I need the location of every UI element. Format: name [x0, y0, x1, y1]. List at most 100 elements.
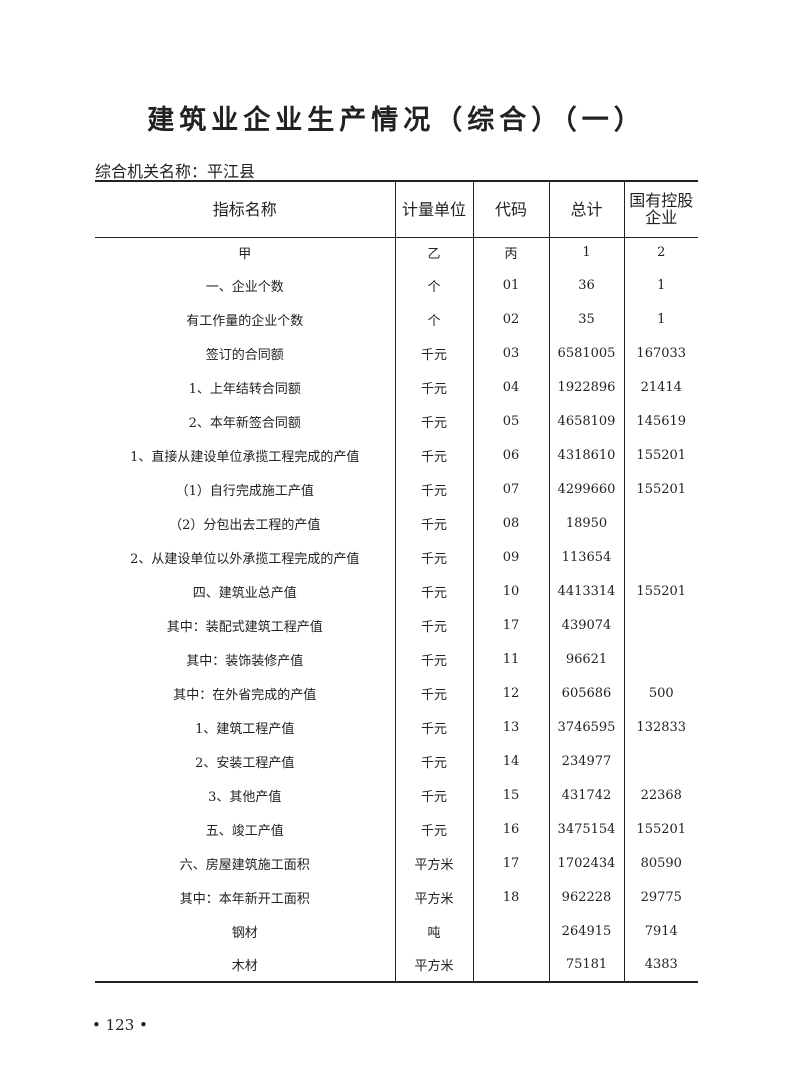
cell-total: 1702434: [548, 846, 624, 880]
cell-total: 35: [548, 302, 624, 336]
cell-indicator-name: 其中：装配式建筑工程产值: [166, 619, 323, 635]
cell-state-owned: 29775: [623, 880, 698, 914]
cell-unit: 平方米: [394, 880, 473, 914]
header-state-owned: 国有控股企业: [623, 180, 698, 238]
cell-total: 234977: [548, 744, 624, 778]
cell-code: 18: [472, 880, 549, 914]
cell-total: 36: [548, 268, 624, 302]
cell-unit: 千元: [394, 472, 473, 506]
cell-total: 3475154: [548, 812, 624, 846]
table-row: 2、安装工程产值 千元 14 234977: [95, 744, 698, 778]
cell-indicator-name: 四、建筑业总产值: [192, 585, 297, 601]
cell-indicator-name: 钢材: [231, 925, 258, 941]
cell-unit: 个: [394, 302, 473, 336]
table-row: 2、从建设单位以外承揽工程完成的产值 千元 09 113654: [95, 540, 698, 574]
cell-state-owned: 4383: [623, 948, 698, 983]
cell-code: 08: [472, 506, 549, 540]
cell-total: 4318610: [548, 438, 624, 472]
table-row: 木材 平方米 75181 4383: [95, 948, 698, 983]
cell-state-owned: [623, 608, 698, 642]
table-row: 1、直接从建设单位承揽工程完成的产值 千元 06 4318610 155201: [95, 438, 698, 472]
cell-state-owned: 2: [623, 237, 698, 268]
cell-indicator-name: 1、上年结转合同额: [188, 381, 301, 397]
page-number: • 123 •: [92, 1016, 148, 1034]
cell-code: 05: [472, 404, 549, 438]
cell-code: 17: [472, 846, 549, 880]
cell-state-owned: 80590: [623, 846, 698, 880]
cell-unit: 千元: [394, 506, 473, 540]
cell-state-owned: 21414: [623, 370, 698, 404]
table-row: 四、建筑业总产值 千元 10 4413314 155201: [95, 574, 698, 608]
cell-total: 4658109: [548, 404, 624, 438]
cell-indicator-name: 其中：本年新开工面积: [179, 891, 310, 907]
cell-total: 439074: [548, 608, 624, 642]
header-code: 代码: [472, 180, 549, 238]
cell-code: [472, 914, 549, 948]
cell-state-owned: [623, 642, 698, 676]
cell-indicator-name: 1、建筑工程产值: [195, 721, 295, 737]
cell-state-owned: 500: [623, 676, 698, 710]
cell-unit: 千元: [394, 370, 473, 404]
cell-state-owned: 145619: [623, 404, 698, 438]
cell-code: 07: [472, 472, 549, 506]
table-row: 五、竣工产值 千元 16 3475154 155201: [95, 812, 698, 846]
cell-code: 06: [472, 438, 549, 472]
cell-state-owned: 155201: [623, 574, 698, 608]
organization-label: 综合机关名称：平江县: [95, 162, 256, 181]
table-row: 签订的合同额 千元 03 6581005 167033: [95, 336, 698, 370]
cell-unit: 千元: [394, 642, 473, 676]
cell-code: 12: [472, 676, 549, 710]
cell-total: 4413314: [548, 574, 624, 608]
table-row: 钢材 吨 264915 7914: [95, 914, 698, 948]
cell-total: 1: [548, 237, 624, 268]
cell-code: 16: [472, 812, 549, 846]
header-indicator-name: 指标名称: [95, 180, 395, 238]
cell-unit: 吨: [394, 914, 473, 948]
cell-state-owned: 167033: [623, 336, 698, 370]
cell-unit: 平方米: [394, 948, 473, 983]
cell-unit: 千元: [394, 438, 473, 472]
cell-total: 96621: [548, 642, 624, 676]
table-row: 其中：在外省完成的产值 千元 12 605686 500: [95, 676, 698, 710]
cell-indicator-name: 1、直接从建设单位承揽工程完成的产值: [130, 449, 360, 465]
cell-indicator-name: 2、本年新签合同额: [188, 415, 301, 431]
table-row: （2）分包出去工程的产值 千元 08 18950: [95, 506, 698, 540]
cell-total: 962228: [548, 880, 624, 914]
cell-state-owned: 155201: [623, 812, 698, 846]
cell-indicator-name: 2、从建设单位以外承揽工程完成的产值: [130, 551, 360, 567]
cell-unit: 千元: [394, 778, 473, 812]
cell-code: 10: [472, 574, 549, 608]
cell-state-owned: 7914: [623, 914, 698, 948]
cell-unit: 千元: [394, 608, 473, 642]
cell-code: 01: [472, 268, 549, 302]
cell-unit: 个: [394, 268, 473, 302]
table-row: 一、企业个数 个 01 36 1: [95, 268, 698, 302]
cell-state-owned: 132833: [623, 710, 698, 744]
cell-total: 3746595: [548, 710, 624, 744]
table-row: 其中：装配式建筑工程产值 千元 17 439074: [95, 608, 698, 642]
table-row: 1、上年结转合同额 千元 04 1922896 21414: [95, 370, 698, 404]
cell-code: 09: [472, 540, 549, 574]
cell-state-owned: [623, 744, 698, 778]
data-table: 指标名称 计量单位 代码 总计 国有控股企业 甲乙丙 1 2 一、企业个数个 01 36 1 有工作量…: [95, 180, 698, 983]
table-row: 3、其他产值 千元 15 431742 22368: [95, 778, 698, 812]
cell-code: 03: [472, 336, 549, 370]
cell-indicator-name: 其中：装饰装修产值: [186, 653, 304, 669]
cell-indicator-name: 六、房屋建筑施工面积: [179, 857, 310, 873]
cell-unit: 千元: [394, 676, 473, 710]
cell-indicator-name: 木材: [95, 948, 395, 983]
cell-code: 丙: [472, 237, 549, 268]
cell-total: 4299660: [548, 472, 624, 506]
cell-code: 15: [472, 778, 549, 812]
cell-indicator-name: （1）自行完成施工产值: [175, 483, 314, 499]
table-row: 1、建筑工程产值 千元 13 3746595 132833: [95, 710, 698, 744]
cell-unit: 千元: [394, 574, 473, 608]
cell-total: 6581005: [548, 336, 624, 370]
cell-unit: 千元: [394, 744, 473, 778]
cell-indicator-name: 3、其他产值: [208, 789, 282, 805]
cell-indicator-name: 甲: [238, 247, 252, 263]
cell-indicator-name: 其中：在外省完成的产值: [173, 687, 317, 703]
cell-code: 14: [472, 744, 549, 778]
cell-indicator-name: 签订的合同额: [205, 347, 284, 363]
